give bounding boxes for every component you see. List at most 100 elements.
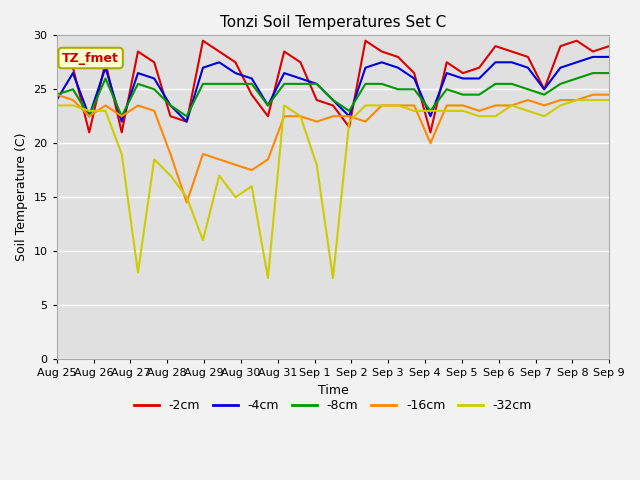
-32cm — [508, 103, 516, 108]
-8cm — [394, 86, 402, 92]
-2cm — [346, 124, 353, 130]
-32cm — [183, 194, 191, 200]
-2cm — [296, 60, 304, 65]
-2cm — [508, 48, 516, 54]
-32cm — [540, 113, 548, 119]
-16cm — [85, 113, 93, 119]
-2cm — [69, 65, 77, 71]
-2cm — [150, 60, 158, 65]
-8cm — [378, 81, 385, 87]
-16cm — [573, 97, 580, 103]
-2cm — [329, 103, 337, 108]
-2cm — [232, 60, 239, 65]
-4cm — [313, 81, 321, 87]
-32cm — [313, 162, 321, 168]
-8cm — [264, 103, 272, 108]
-8cm — [362, 81, 369, 87]
-8cm — [459, 92, 467, 97]
-32cm — [69, 103, 77, 108]
-8cm — [492, 81, 499, 87]
-4cm — [394, 65, 402, 71]
-32cm — [573, 97, 580, 103]
-16cm — [540, 103, 548, 108]
-32cm — [118, 151, 125, 157]
-16cm — [53, 92, 61, 97]
-8cm — [280, 81, 288, 87]
-2cm — [394, 54, 402, 60]
-2cm — [183, 119, 191, 124]
-8cm — [118, 113, 125, 119]
Line: -16cm: -16cm — [57, 95, 609, 203]
-4cm — [443, 70, 451, 76]
-16cm — [410, 103, 418, 108]
-32cm — [524, 108, 532, 114]
-32cm — [605, 97, 613, 103]
-32cm — [248, 183, 255, 189]
-4cm — [573, 60, 580, 65]
-4cm — [329, 97, 337, 103]
-2cm — [410, 70, 418, 76]
Legend: -2cm, -4cm, -8cm, -16cm, -32cm: -2cm, -4cm, -8cm, -16cm, -32cm — [129, 395, 537, 418]
-4cm — [53, 97, 61, 103]
-32cm — [492, 113, 499, 119]
-32cm — [280, 103, 288, 108]
-8cm — [427, 108, 435, 114]
-2cm — [102, 60, 109, 65]
-2cm — [378, 48, 385, 54]
-4cm — [134, 70, 142, 76]
-2cm — [216, 48, 223, 54]
-8cm — [85, 113, 93, 119]
-16cm — [508, 103, 516, 108]
-8cm — [573, 75, 580, 81]
-2cm — [362, 38, 369, 44]
-32cm — [216, 173, 223, 179]
-4cm — [280, 70, 288, 76]
-16cm — [232, 162, 239, 168]
-4cm — [85, 113, 93, 119]
-32cm — [476, 113, 483, 119]
-8cm — [605, 70, 613, 76]
-4cm — [605, 54, 613, 60]
-16cm — [216, 156, 223, 162]
-16cm — [524, 97, 532, 103]
-32cm — [296, 113, 304, 119]
-2cm — [53, 48, 61, 54]
-2cm — [459, 70, 467, 76]
-8cm — [248, 81, 255, 87]
-2cm — [492, 43, 499, 49]
-16cm — [134, 103, 142, 108]
-8cm — [589, 70, 596, 76]
-4cm — [362, 65, 369, 71]
Line: -4cm: -4cm — [57, 57, 609, 121]
-32cm — [53, 103, 61, 108]
-4cm — [232, 70, 239, 76]
-16cm — [362, 119, 369, 124]
-2cm — [524, 54, 532, 60]
-4cm — [69, 70, 77, 76]
-8cm — [557, 81, 564, 87]
-2cm — [280, 48, 288, 54]
-4cm — [248, 75, 255, 81]
-16cm — [459, 103, 467, 108]
-8cm — [540, 92, 548, 97]
-4cm — [589, 54, 596, 60]
-2cm — [573, 38, 580, 44]
-8cm — [232, 81, 239, 87]
-4cm — [476, 75, 483, 81]
Line: -8cm: -8cm — [57, 73, 609, 116]
-8cm — [410, 86, 418, 92]
-32cm — [134, 270, 142, 276]
-8cm — [296, 81, 304, 87]
-4cm — [524, 65, 532, 71]
-4cm — [166, 103, 174, 108]
-32cm — [557, 103, 564, 108]
-32cm — [410, 108, 418, 114]
-2cm — [134, 48, 142, 54]
-8cm — [346, 108, 353, 114]
-4cm — [492, 60, 499, 65]
-32cm — [150, 156, 158, 162]
-32cm — [427, 108, 435, 114]
-4cm — [296, 75, 304, 81]
-16cm — [102, 103, 109, 108]
-8cm — [134, 81, 142, 87]
